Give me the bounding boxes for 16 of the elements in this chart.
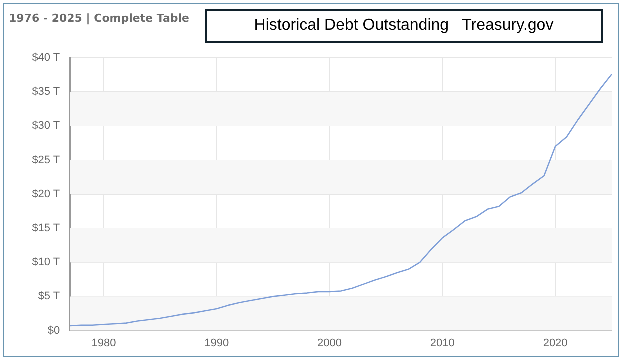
y-tick-label: $20 T [32,188,60,200]
chart-title: Historical Debt Outstanding Treasury.gov [205,9,603,43]
x-tick-label: 2020 [543,337,568,350]
y-tick-label: $25 T [32,154,60,166]
chart-subtitle: 1976 - 2025 | Complete Table [9,12,190,25]
y-tick-label: $30 T [32,120,60,132]
y-tick-label: $10 T [32,256,60,269]
y-tick-label: $0 [48,324,60,337]
x-tick-label: 1980 [92,337,116,350]
y-tick-label: $5 T [38,290,60,303]
y-tick-label: $40 T [32,52,60,64]
x-tick-label: 2010 [430,337,455,350]
y-tick-label: $15 T [32,222,60,235]
x-tick-label: 2000 [318,337,342,350]
x-tick-label: 1990 [204,337,230,350]
y-tick-label: $35 T [32,86,60,98]
